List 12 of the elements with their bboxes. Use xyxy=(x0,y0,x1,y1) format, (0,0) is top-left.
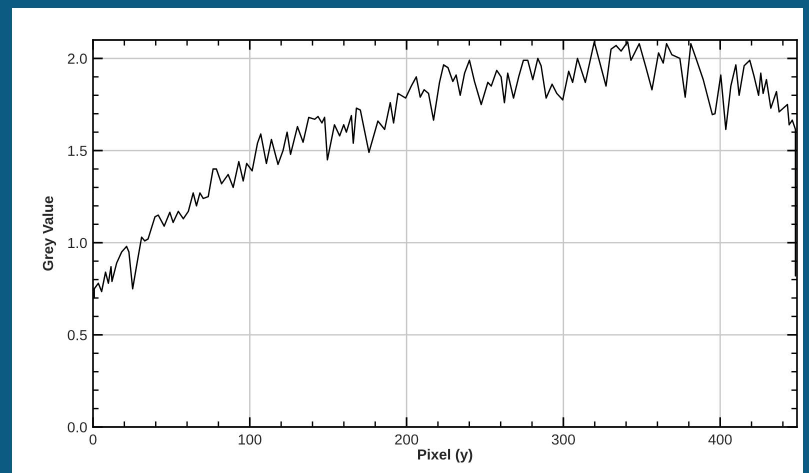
y-tick-label: 1.5 xyxy=(68,146,87,156)
x-tick-label: 200 xyxy=(395,434,418,445)
x-tick-label: 300 xyxy=(552,434,575,445)
x-tick-label: 0 xyxy=(90,434,96,445)
y-tick-label: 0.0 xyxy=(68,422,87,432)
x-tick-label: 400 xyxy=(708,434,732,445)
y-axis-title: Grey Value xyxy=(42,196,56,271)
x-tick-label: 100 xyxy=(238,434,262,445)
x-axis-title: Pixel (y) xyxy=(418,448,472,463)
y-tick-label: 1.0 xyxy=(68,238,87,248)
y-tick-label: 0.5 xyxy=(68,330,87,340)
y-tick-label: 2.0 xyxy=(68,54,87,64)
